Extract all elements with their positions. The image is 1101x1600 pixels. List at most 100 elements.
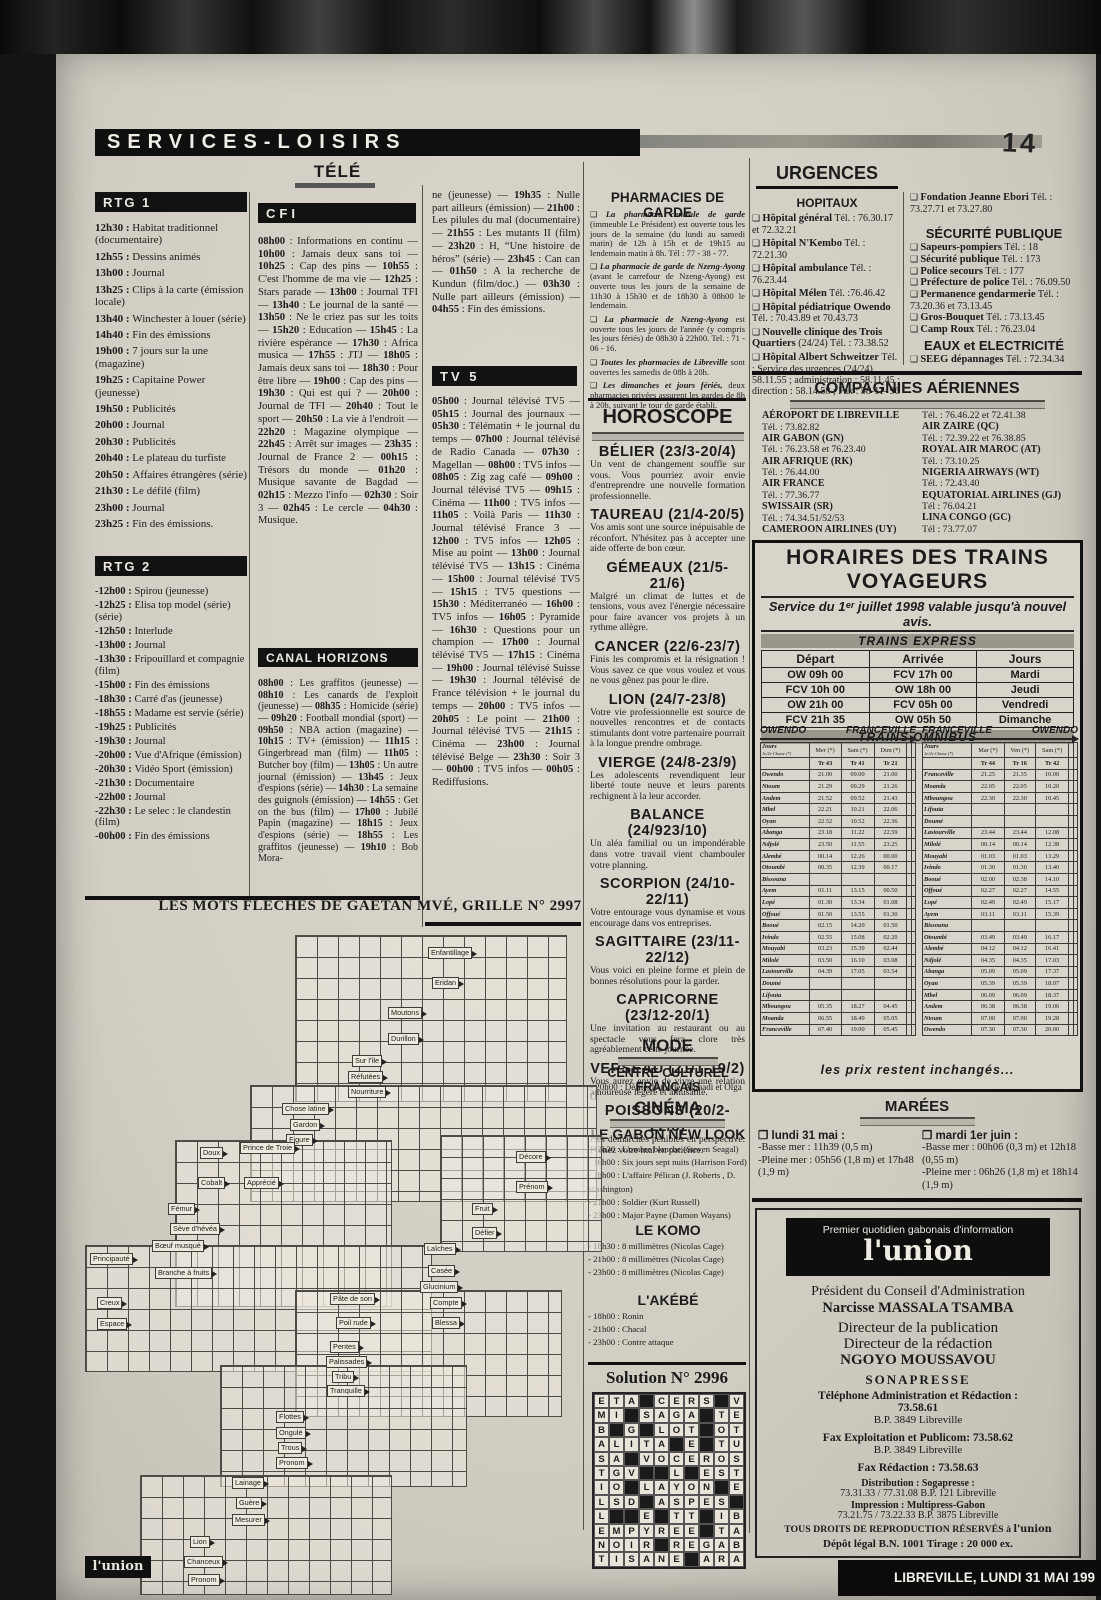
cinema-item: 21h00 : Soldier (Kurt Russell)	[588, 1196, 750, 1209]
solution-letter-cell: Y	[639, 1523, 654, 1538]
cinema-item: 18h00 : Ronin	[588, 1310, 750, 1323]
solution-letter-cell: I	[624, 1537, 639, 1553]
airline-tel: Tél. : 77.36.77	[762, 489, 820, 501]
solution-letter-cell: S	[669, 1494, 684, 1510]
solution-letter-cell: E	[684, 1451, 699, 1466]
solution-letter-cell: E	[729, 1480, 744, 1495]
solution-letter-cell: T	[684, 1422, 699, 1438]
crossword-clue: Durillon	[388, 1033, 424, 1045]
col-header-arrivee: Arrivée	[868, 650, 978, 668]
omnibus-row: Mboungou 05.35 18.27 04.45	[760, 1000, 917, 1014]
solution-letter-cell: P	[624, 1523, 639, 1538]
solution-letter-cell: S	[699, 1394, 714, 1409]
airlines-left: AÉROPORT DE LIBREVILLE Tél. : 73.82.82 AIR…	[762, 410, 920, 535]
solution-letter-cell: O	[654, 1451, 669, 1466]
solution-letter-cell: C	[654, 1394, 669, 1409]
cinema-underline	[610, 1119, 725, 1128]
sign-heading: TAUREAU (21/4-20/5)	[590, 507, 745, 524]
omnibus-table: Jours 1e/2e Classe (*) Mer (*) Sam (*) Dim (…	[760, 742, 917, 1037]
tide-tuesday: mardi 1er juin : -Basse mer : 00h06 (0,3…	[922, 1128, 1082, 1192]
solution-black-cell	[639, 1465, 654, 1481]
securite-heading: SÉCURITÉ PUBLIQUE	[925, 226, 1063, 241]
airline-name: EQUATORIAL AIRLINES (GJ)	[922, 489, 1062, 501]
horoscope-list: BÉLIER (23/3-20/4) Un vent de changement …	[590, 444, 745, 1161]
omnibus-table-owendo-franceville: OWENDO FRANCEVILLE Jours 1e/2e Classe (*) Me…	[760, 725, 917, 1037]
section-banner: SERVICES-LOISIRS	[95, 129, 640, 156]
crossword-cells-area	[140, 1475, 392, 1595]
solution-letter-cell: E	[699, 1494, 714, 1510]
solution-letter-cell: L	[639, 1480, 654, 1495]
crossword-title: LES MOTS FLÉCHÉS DE GAETAN MVÉ, GRILLE N…	[158, 898, 582, 914]
urgences-underline	[756, 186, 898, 189]
crossword-clue: Lainage	[232, 1477, 269, 1489]
tide-line: -Pleine mer : 05h56 (1,8 m) et 17h48 (1,…	[758, 1154, 914, 1179]
solution-letter-cell: R	[714, 1552, 729, 1567]
rights-brand: l'union	[1013, 1524, 1052, 1535]
pharmacy-name: La pharmacie de garde de Nzeng-Ayong	[599, 261, 746, 272]
crossword-clue: Pronom	[276, 1457, 313, 1469]
airline: EQUATORIAL AIRLINES (GJ) Tél : 76.04.21	[922, 490, 1080, 513]
solution-letter-cell: S	[624, 1552, 639, 1567]
omnibus-row: Oyan 05.39 05.39 18.07	[921, 977, 1079, 990]
trains-express-table: Départ Arrivée Jours OW 09h 00 FCV 17h 00…	[761, 650, 1074, 728]
crossword-clue: Figure	[286, 1134, 318, 1146]
tv-item: 13h00Journal	[95, 267, 248, 279]
solution-letter-cell: A	[699, 1552, 714, 1567]
solution-black-cell	[639, 1494, 654, 1510]
col-header-depart: Départ	[761, 650, 870, 668]
omnibus-row: Bissouna	[921, 919, 1079, 932]
page-number: 14	[1001, 127, 1039, 159]
crossword-clue: Cobalt	[198, 1177, 231, 1189]
masthead-banner: Premier quotidien gabonais d'information…	[786, 1218, 1050, 1276]
column-rule	[422, 185, 423, 927]
horoscope-sign: CANCER (22/6-23/7) Finis les compromis et…	[590, 639, 745, 687]
crossword-clue: Pentes	[330, 1341, 364, 1353]
omnibus-row: Andem 21.52 09.52 21.43	[760, 791, 917, 805]
omnibus-row: Alembé 00.14 12.26 00.00	[760, 849, 917, 863]
solution-letter-cell: V	[729, 1394, 744, 1409]
sign-heading: BALANCE (24/923/10)	[627, 807, 708, 840]
tv-item-time: -13h30	[95, 654, 134, 665]
omnibus-row: Bissouna	[760, 872, 917, 886]
tv-item: -12h00Spirou (jeunesse)	[95, 586, 248, 598]
express-row: OW 09h 00 FCV 17h 00 Mardi	[761, 667, 1074, 683]
horoscope-sign: GÉMEAUX (21/5-21/6) Malgré un climat de l…	[590, 560, 745, 634]
airline-tel: Tél. : 76.23.58 et 76.23.40	[762, 444, 866, 456]
director-name: NGOYO MOUSSAVOU	[840, 1352, 996, 1368]
airline-tel: Tél. : 76.46.22 et 72.41.38	[922, 410, 1026, 421]
omnibus-row: Moanda 06.55 18.49 05.05	[760, 1012, 917, 1025]
depot-legal: Dépôt légal B.N. 1001 Tirage : 20 000 ex…	[823, 1538, 1013, 1550]
solution-letter-cell: T	[714, 1523, 729, 1538]
tv-item: 14h40Fin des émissions	[95, 329, 248, 341]
crossword-clue: Sève d'hévéa	[170, 1223, 225, 1235]
crossword-clue: Décore	[516, 1151, 550, 1163]
tv-item: 20h00Journal	[95, 419, 248, 431]
crossword-clue: Bœuf musqué	[152, 1240, 209, 1252]
omnibus-row: Ndjolé 04.35 04.35 17.03	[921, 954, 1079, 967]
airline: AIR ZAIRE (QC) Tél. : 72.39.22 et 76.38.8…	[922, 421, 1080, 444]
crossword-clue: Défier	[472, 1227, 504, 1239]
tv-item: -15h00Fin des émissions	[95, 680, 248, 692]
airline: ROYAL AIR MAROC (AT) Tél. : 73.10.25	[922, 444, 1080, 467]
solution-letter-cell: P	[684, 1494, 699, 1510]
tv-item-label: Publicités	[134, 721, 177, 733]
crossword-clue: Glucinium	[420, 1281, 464, 1293]
tv-item: -18h55Madame est servie (série)	[95, 708, 248, 720]
divider	[85, 896, 420, 900]
pharmacy-detail: (immeuble Le Président) est ouverte tous…	[590, 218, 745, 258]
solution-letter-cell: O	[714, 1451, 729, 1466]
securite-name: Camp Roux	[920, 323, 975, 335]
cinema-venue-gabon: LE GABON NEW LOOK	[590, 1126, 746, 1142]
express-row: FCV 21h 35 OW 05h 50 Dimanche	[761, 712, 1074, 728]
tv-item-time: 23h00	[95, 502, 132, 514]
horoscope-sign: BALANCE (24/923/10) Un aléa familial ou u…	[590, 807, 745, 871]
airline: CAMEROON AIRLINES (UY)	[762, 524, 920, 536]
solution-letter-cell: I	[714, 1509, 729, 1524]
channel-chip-cfi: CFI	[258, 203, 416, 223]
omnibus-row: Otoumbi 03.49 03.49 16.17	[921, 930, 1079, 944]
solution-letter-cell: G	[624, 1422, 639, 1438]
banner-extension	[640, 135, 1042, 148]
omnibus-row: Lifouta	[760, 988, 917, 1002]
impression-label: Impression : Multipress-Gabon	[850, 1500, 986, 1511]
tv-item-label: Le défilé (film)	[132, 485, 201, 498]
